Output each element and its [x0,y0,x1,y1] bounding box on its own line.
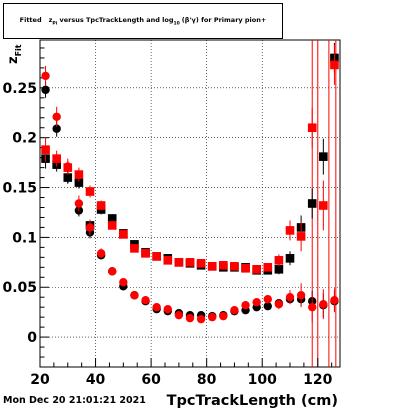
data-point-square [196,259,206,268]
data-point-circle [130,291,139,300]
data-point-circle [96,249,106,258]
data-point-square [163,256,173,265]
data-point-square [230,262,239,271]
data-point-circle [185,313,195,323]
data-point-square [107,221,117,230]
axes: 20 40 60 80 100 120 0 0.05 0.1 0.15 0.2 0.25 [2,47,333,388]
data-point-square [130,244,139,253]
data-point-square [185,258,195,267]
chart-title-box: Fitted zPi versus TpcTrackLength and log1… [3,3,283,39]
data-point-circle [241,300,250,310]
data-point-circle [263,301,272,311]
x-tick-label: 120 [303,372,332,388]
data-point-square [63,173,73,182]
data-point-circle [108,267,117,276]
data-point-square [263,263,273,272]
y-tick-label: 0.05 [2,280,37,296]
data-point-circle [52,124,61,133]
data-point-square [274,264,284,274]
y-tick-label: 0.1 [12,230,37,246]
x-tick-label: 20 [30,372,50,388]
data-point-square [85,187,95,196]
title-middle: versus TpcTrackLength and log [57,16,174,24]
data-point-square [296,232,306,241]
data-point-circle [219,311,228,321]
y-axis-title-sub: Fit [14,44,23,56]
data-point-square [274,256,284,265]
x-tick-label: 40 [86,372,106,388]
data-point-circle [252,297,261,307]
y-axis-title-main: z [6,56,21,64]
data-point-square [319,152,328,161]
x-tick-label: 60 [141,372,161,388]
data-point-circle [152,302,161,312]
data-point-square [330,60,339,70]
data-point-square [74,178,84,187]
data-point-circle [85,223,95,232]
data-point-square [307,123,317,133]
data-point-square [307,199,317,208]
data-point-square [174,258,184,267]
data-point-square [152,252,161,261]
data-points [41,42,339,324]
title-variable: z [48,16,53,24]
data-point-circle [196,314,206,324]
timestamp: Mon Dec 20 21:01:21 2021 [3,395,146,406]
svg-text:zFit: zFit [6,44,23,64]
data-point-square [119,230,128,239]
y-tick-label: 0.2 [12,131,37,147]
title-prefix: Fitted [19,16,42,24]
x-tick-label: 80 [197,372,217,388]
title-variable-subscript: Pi [52,21,58,27]
data-point-square [241,264,250,273]
data-point-square [285,226,295,235]
data-point-circle [319,299,328,309]
x-tick-label: 100 [248,372,277,388]
data-point-circle [174,310,184,320]
data-point-circle [141,296,150,305]
x-axis-title: TpcTrackLength (cm) [167,393,338,409]
data-point-circle [296,291,306,300]
data-point-circle [41,85,50,95]
data-point-square [107,214,117,223]
data-point-circle [74,199,84,208]
data-point-circle [230,305,239,315]
title-suffix: (β'γ) for Primary pion+ [181,16,267,24]
data-point-circle [330,296,339,305]
y-tick-label: 0.15 [2,181,37,197]
data-point-square [319,201,328,210]
data-point-circle [41,71,50,81]
title-log-subscript: 10 [173,21,180,27]
data-point-square [63,163,73,172]
data-point-square [96,201,106,210]
data-point-square [74,170,84,179]
data-point-square [141,249,150,258]
data-point-square [207,262,217,271]
data-point-square [285,254,295,263]
data-point-circle [308,302,317,312]
y-axis-title: zFit [6,44,23,64]
data-point-circle [52,112,61,121]
y-tick-label: 0.25 [2,81,37,97]
data-point-circle [119,278,128,287]
data-point-circle [263,295,272,304]
data-point-square [52,154,61,163]
data-point-circle [208,312,217,322]
chart-title: Fitted zPi versus TpcTrackLength and log1… [4,16,282,26]
data-point-square [219,261,228,270]
data-point-circle [163,304,172,314]
data-point-circle [285,293,295,302]
data-point-square [41,145,50,154]
data-point-square [252,264,261,274]
y-tick-label: 0 [27,330,37,346]
data-point-circle [274,299,284,309]
